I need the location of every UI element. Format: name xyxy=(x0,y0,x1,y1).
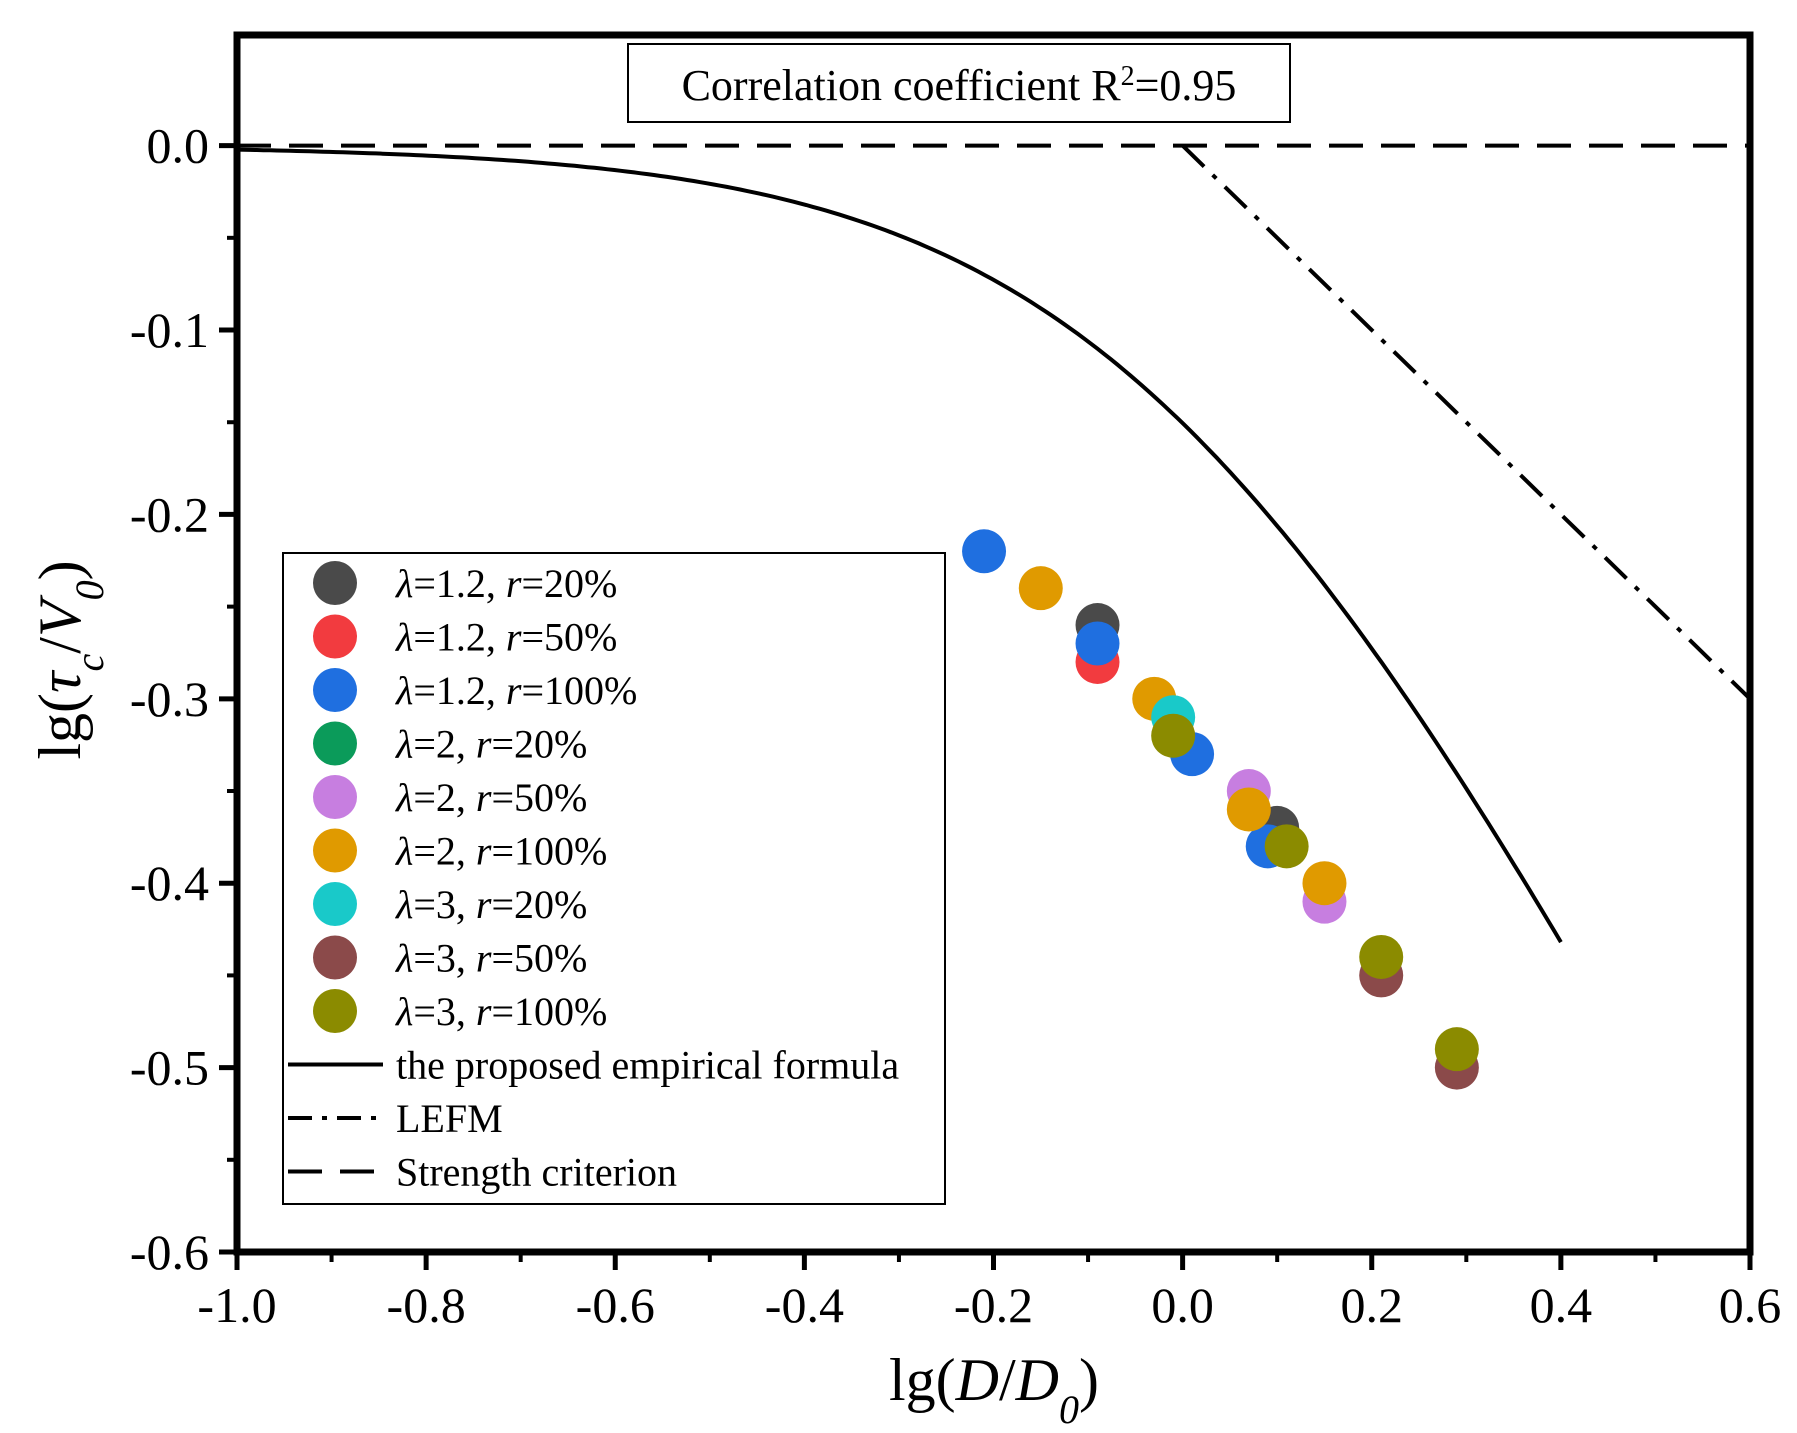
plot-area xyxy=(237,143,1750,1090)
y-tick-label: -0.4 xyxy=(130,855,209,911)
legend-box xyxy=(282,552,946,1205)
data-point-series-5-0 xyxy=(1018,566,1063,611)
x-tick-label: -0.8 xyxy=(387,1277,466,1333)
annotation-box xyxy=(627,43,1291,123)
legend-line-label-2: Strength criterion xyxy=(396,1150,677,1195)
legend-label-6: λ=3, r=20% xyxy=(395,882,587,927)
legend-line-label-0: the proposed empirical formula xyxy=(396,1043,899,1088)
data-point-series-8-0 xyxy=(1151,713,1196,758)
y-tick-label: -0.3 xyxy=(130,671,209,727)
correlation-annotation: Correlation coefficient R2=0.95 xyxy=(627,43,1291,123)
line-the-proposed-empirical-formula xyxy=(237,147,1563,944)
legend-label-8: λ=3, r=100% xyxy=(395,989,607,1034)
data-point-series-8-1 xyxy=(1264,824,1309,869)
x-tick-label: 0.0 xyxy=(1151,1277,1214,1333)
data-point-series-8-2 xyxy=(1359,934,1404,979)
legend-marker-2 xyxy=(313,668,357,712)
annotation-text: Correlation coefficient R2=0.95 xyxy=(682,61,1237,111)
y-tick-label: -0.6 xyxy=(130,1224,209,1280)
x-tick-label: -0.6 xyxy=(576,1277,655,1333)
annotation-main: Correlation coefficient R xyxy=(682,61,1122,110)
y-tick-label: -0.1 xyxy=(130,302,209,358)
axes: -1.0 -0.8 -0.6 -0.4 -0.2 0.0 0.2 0.4 0.6 0.0 -0.1 -… xyxy=(130,31,1782,1333)
x-tick-label: 0.4 xyxy=(1530,1277,1593,1333)
annotation-superscript: 2 xyxy=(1121,61,1135,92)
data-point-series-5-3 xyxy=(1302,861,1347,906)
data-point-series-5-2 xyxy=(1226,787,1271,832)
legend-line-label-1: LEFM xyxy=(396,1096,503,1141)
legend-label-2: λ=1.2, r=100% xyxy=(395,668,637,713)
annotation-value: =0.95 xyxy=(1135,61,1237,110)
x-tick-label: 0.6 xyxy=(1719,1277,1782,1333)
data-point-series-2-0 xyxy=(962,529,1007,574)
legend-marker-6 xyxy=(313,882,357,926)
line-lefm xyxy=(1181,144,1750,701)
legend-marker-1 xyxy=(313,614,357,659)
legend-label-5: λ=2, r=100% xyxy=(395,829,607,874)
legend-marker-5 xyxy=(313,828,357,873)
x-tick-label: -0.4 xyxy=(765,1277,844,1333)
x-tick-label: -0.2 xyxy=(954,1277,1033,1333)
y-axis-title: lg(τc/V0) xyxy=(27,560,112,759)
legend: λ=1.2, r=20% λ=1.2, r=50% λ=1.2, r=100% λ=2… xyxy=(282,552,946,1205)
x-axis-title: lg(D/D0) xyxy=(889,1347,1099,1432)
data-point-series-8-3 xyxy=(1434,1027,1479,1072)
legend-marker-0 xyxy=(313,561,357,605)
legend-marker-4 xyxy=(313,775,357,819)
legend-label-0: λ=1.2, r=20% xyxy=(395,561,617,606)
legend-marker-3 xyxy=(313,721,357,766)
x-tick-label: 0.2 xyxy=(1341,1277,1404,1333)
y-tick-label: -0.2 xyxy=(130,486,209,542)
x-tick-label: -1.0 xyxy=(197,1277,276,1333)
legend-marker-8 xyxy=(313,989,357,1033)
legend-marker-7 xyxy=(313,935,357,980)
legend-label-7: λ=3, r=50% xyxy=(395,936,587,981)
y-tick-label: -0.5 xyxy=(130,1040,209,1096)
legend-label-3: λ=2, r=20% xyxy=(395,722,587,767)
legend-label-1: λ=1.2, r=50% xyxy=(395,615,617,660)
y-tick-label: 0.0 xyxy=(147,118,210,174)
data-point-series-2-1 xyxy=(1075,621,1120,666)
legend-label-4: λ=2, r=50% xyxy=(395,775,587,820)
